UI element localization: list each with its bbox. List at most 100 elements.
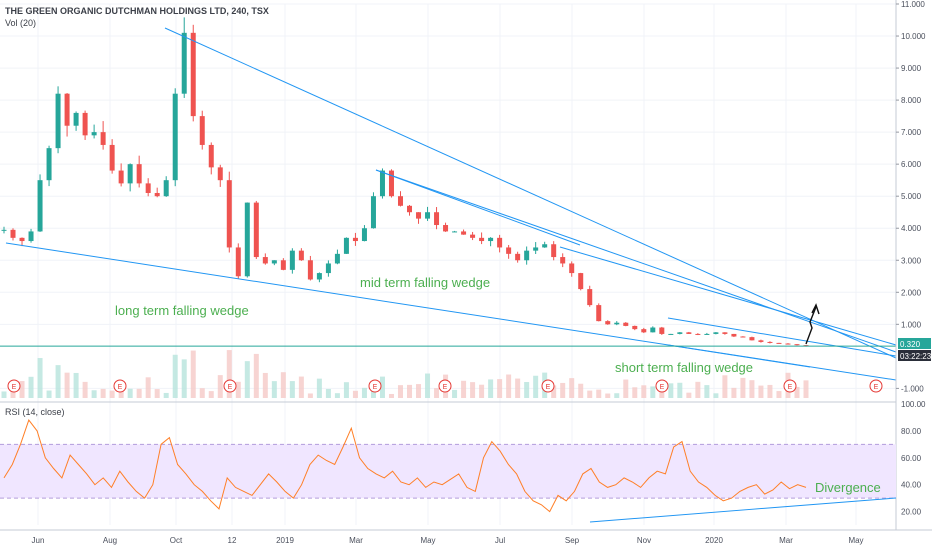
volume-bar [352, 390, 358, 398]
volume-bar [37, 358, 43, 398]
volume-bar [524, 382, 530, 398]
price-tick-label: 1.000 [901, 320, 922, 329]
volume-bar [244, 361, 250, 398]
earnings-marker-icon [783, 379, 797, 393]
candle-body [1, 229, 7, 231]
volume-bar [551, 385, 557, 398]
earnings-marker-icon [869, 379, 883, 393]
volume-bar [73, 372, 79, 398]
volume-bar [578, 383, 584, 398]
candle-body [118, 170, 124, 184]
volume-bar [316, 378, 322, 398]
candle-body [172, 93, 178, 181]
candle-body [109, 144, 115, 171]
volume-bar [154, 389, 160, 398]
price-tick-label: 9.000 [901, 64, 922, 73]
candle-body [614, 322, 620, 325]
candle-body [190, 32, 196, 117]
candle-body [551, 244, 557, 258]
rsi-divergence-line [589, 497, 897, 523]
candle-body [416, 212, 422, 219]
volume-bar [271, 381, 277, 398]
volume-bar [334, 393, 340, 398]
volume-bar [145, 377, 151, 398]
candle-body [596, 305, 602, 322]
volume-bar [280, 372, 286, 398]
rsi-series-line [3, 419, 807, 513]
candle-body [181, 32, 187, 94]
volume-bar [695, 381, 701, 398]
rsi-tick-label: 80.00 [901, 427, 922, 436]
price-tick-label: 2.000 [901, 288, 922, 297]
candle-body [388, 170, 394, 197]
candle-body [479, 237, 485, 242]
candle-body [650, 327, 656, 333]
candle-body [352, 237, 358, 242]
price-tick-label: -1.000 [901, 384, 924, 393]
candle-body [704, 333, 710, 335]
earnings-marker-icon [223, 379, 237, 393]
rsi-tick-label: 100.00 [901, 400, 926, 409]
earnings-marker-label: E [874, 384, 879, 391]
last-price-tag: 0.320 [900, 340, 921, 349]
volume-bar [289, 381, 295, 398]
divergence-trendline [589, 497, 897, 523]
rsi-tick-label: 20.00 [901, 508, 922, 517]
volume-bar [208, 391, 214, 398]
time-tick-label: Jun [32, 536, 45, 545]
candle-body [343, 237, 349, 254]
candle-body [470, 234, 476, 238]
volume-bar [226, 350, 232, 398]
volume-bar [379, 376, 385, 398]
volume-bar [397, 385, 403, 398]
price-tick-label: 4.000 [901, 224, 922, 233]
volume-bar [172, 354, 178, 398]
candle-body [767, 341, 773, 343]
volume-bar [704, 385, 710, 398]
time-tick-label: Sep [565, 536, 580, 545]
candle-body [217, 167, 223, 181]
time-tick-label: Nov [637, 536, 651, 545]
volume-bar [343, 382, 349, 398]
trendline [375, 169, 897, 353]
rsi-overbought-band [0, 444, 896, 499]
earnings-marker-icon [113, 379, 127, 393]
volume-bar [28, 376, 34, 398]
time-tick-label: 2020 [705, 536, 723, 545]
rsi-axis: 100.00 80.00 60.00 40.00 20.00 [901, 400, 926, 517]
annotation-long-term: long term falling wedge [115, 303, 249, 318]
trendline [667, 344, 811, 368]
volume-bar [623, 379, 629, 398]
candle-body [605, 321, 611, 325]
candle-body [55, 93, 61, 149]
candle-body [695, 333, 701, 335]
earnings-marker-label: E [788, 384, 793, 391]
earnings-marker-icon [368, 379, 382, 393]
time-tick-label: Jul [495, 536, 505, 545]
candle-body [785, 343, 791, 345]
candle-body [244, 202, 250, 277]
candle-body [542, 244, 548, 248]
candle-body [361, 228, 367, 242]
candle-body [443, 225, 449, 232]
price-tick-label: 8.000 [901, 96, 922, 105]
candle-body [722, 332, 728, 334]
volume-bar [416, 384, 422, 398]
candle-body [425, 212, 431, 219]
volume-bar [307, 393, 313, 398]
volume-bar [713, 393, 719, 398]
volume-bar [127, 388, 133, 398]
candle-body [758, 340, 764, 342]
candle-body [271, 260, 277, 264]
candle-body [100, 132, 106, 145]
time-tick-label: 2019 [276, 536, 294, 545]
volume-bar [560, 382, 566, 398]
candle-body [686, 332, 692, 334]
trendlines [0, 27, 897, 381]
time-tick-label: Aug [103, 536, 117, 545]
volume-bar [650, 386, 656, 398]
earnings-marker-label: E [118, 384, 123, 391]
candle-body [28, 231, 34, 242]
candle-body [623, 322, 629, 326]
